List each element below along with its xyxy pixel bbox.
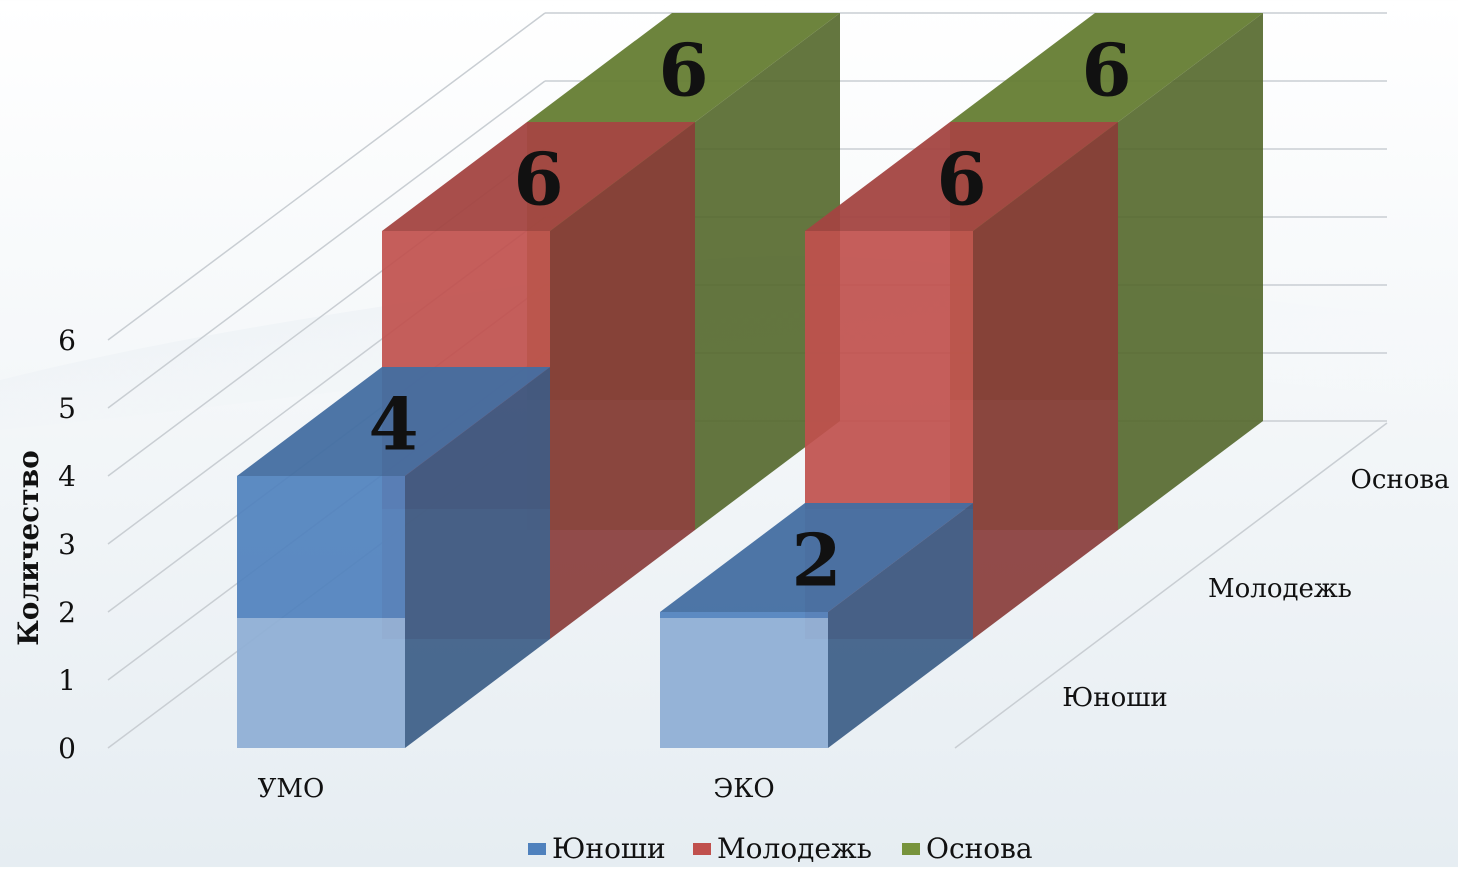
- bar-side: [1118, 13, 1263, 530]
- y-tick-label: 4: [58, 460, 76, 493]
- bar-front: [660, 612, 828, 748]
- bar-fade: [660, 618, 828, 748]
- y-tick-label: 6: [58, 324, 76, 357]
- bar-side: [973, 122, 1118, 639]
- depth-label: Основа: [1351, 465, 1450, 495]
- data-label: 6: [936, 137, 986, 222]
- data-label: 2: [791, 518, 841, 603]
- x-tick-label: ЭКО: [713, 774, 774, 804]
- floor-edge: [954, 422, 1388, 749]
- bar-fade: [237, 618, 405, 748]
- bar-top: [382, 122, 695, 231]
- legend-swatch: [902, 843, 920, 855]
- y-tick-label: 2: [58, 596, 76, 629]
- y-tick-label: 0: [58, 732, 76, 765]
- data-label: 6: [1081, 28, 1131, 113]
- bar-top: [527, 13, 840, 122]
- y-tick-label: 5: [58, 392, 76, 425]
- depth-label: Молодежь: [1208, 574, 1352, 604]
- legend: Юноши Молодежь Основа: [528, 832, 1033, 865]
- bar-top: [805, 122, 1118, 231]
- bar-top: [950, 13, 1263, 122]
- legend-entry: Молодежь: [717, 832, 872, 865]
- chart-labels: 6 6 6 6 4 2 УМО ЭКО Юноши Молодежь Основа: [258, 28, 1450, 805]
- y-axis-label: Количество: [12, 450, 45, 646]
- chart-bars: [237, 13, 1263, 748]
- data-label: 6: [658, 28, 708, 113]
- legend-entry: Основа: [926, 832, 1033, 865]
- grid-diagonal: [107, 12, 546, 341]
- bar-side: [828, 503, 973, 748]
- depth-label: Юноши: [1062, 683, 1168, 713]
- bar-side: [405, 367, 550, 748]
- bar-side: [695, 13, 840, 530]
- legend-swatch: [528, 843, 546, 855]
- data-label: 6: [513, 137, 563, 222]
- x-tick-label: УМО: [258, 774, 325, 804]
- bar-ЭКО-Юноши: [660, 503, 973, 748]
- legend-entry: Юноши: [552, 832, 666, 865]
- y-tick-label: 1: [58, 664, 76, 697]
- bar-top: [237, 367, 550, 476]
- grid-diagonal: [107, 80, 546, 409]
- bar-top: [660, 503, 973, 612]
- bar-front: [237, 476, 405, 748]
- legend-swatch: [693, 843, 711, 855]
- chart-floor: [954, 422, 1388, 749]
- bar-side: [550, 122, 695, 639]
- bar-УМО-Юноши: [237, 367, 550, 748]
- data-label: 4: [368, 382, 418, 467]
- y-tick-label: 3: [58, 528, 76, 561]
